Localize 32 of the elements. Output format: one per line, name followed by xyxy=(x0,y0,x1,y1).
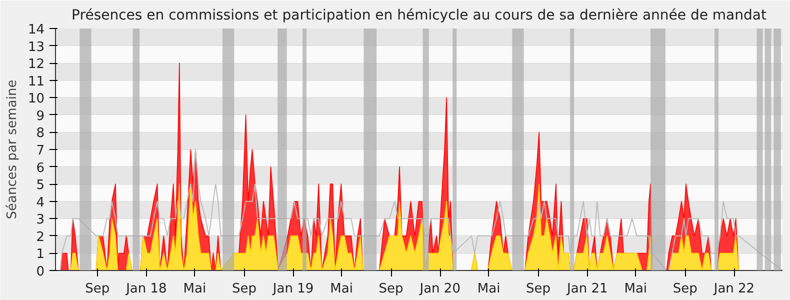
x-tick-label: Sep xyxy=(378,282,404,296)
y-tick-label: 4 xyxy=(36,195,45,210)
x-tick-label: Mai xyxy=(624,282,648,296)
x-tick-label: Mai xyxy=(477,282,500,296)
x-tick-label: Sep xyxy=(672,282,698,296)
chart-title: Présences en commissions et participation en hémicycle au cours de sa dernière année de mandat xyxy=(72,8,767,24)
y-tick-label: 0 xyxy=(36,264,45,280)
y-tick-label: 11 xyxy=(28,74,45,90)
y-tick-label: 2 xyxy=(36,230,45,245)
y-tick-label: 13 xyxy=(28,40,45,55)
y-tick-label: 3 xyxy=(36,212,45,228)
y-tick-label: 7 xyxy=(36,144,45,158)
y-tick-label: 5 xyxy=(36,178,45,194)
x-tick-label: Mai xyxy=(183,282,206,296)
y-tick-label: 12 xyxy=(28,57,45,72)
x-tick-label: Sep xyxy=(232,282,256,296)
x-tick-label: Jan 19 xyxy=(272,282,314,296)
x-tick-label: Mai xyxy=(330,282,353,296)
x-tick-label: Sep xyxy=(85,282,110,296)
line-series xyxy=(60,149,782,270)
y-tick-label: 1 xyxy=(36,247,45,262)
x-tick-label: Jan 18 xyxy=(125,282,167,296)
y-tick-label: 14 xyxy=(28,22,45,38)
y-tick-label: 8 xyxy=(36,126,45,142)
y-tick-label: 10 xyxy=(28,92,45,107)
y-tick-label: 6 xyxy=(36,160,45,176)
x-tick-label: Sep xyxy=(526,282,551,296)
x-tick-label: Jan 21 xyxy=(566,282,608,296)
y-axis-title: Séances par semaine xyxy=(4,80,20,220)
x-tick-label: Jan 20 xyxy=(418,282,460,296)
y-tick-label: 9 xyxy=(36,108,45,124)
x-tick-label: Jan 22 xyxy=(712,282,755,296)
